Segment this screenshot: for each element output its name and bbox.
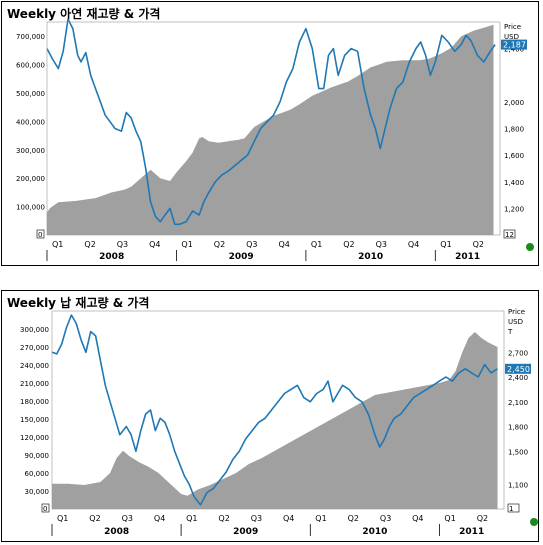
zinc-left-corner-box [36, 229, 45, 239]
zinc-left-tick-label: 700,000 [16, 33, 45, 41]
lead-quarter-label: Q4 [412, 514, 423, 523]
zinc-quarter-label: Q2 [214, 240, 225, 249]
lead-right-tick-label: 1,500 [508, 448, 528, 456]
zinc-left-tick-label: 600,000 [16, 62, 45, 70]
lead-right-axis-header: USD [508, 318, 523, 326]
zinc-left-tick-label: 300,000 [16, 147, 45, 155]
lead-left-tick-label: 210,000 [20, 380, 49, 388]
lead-right-tick-label: 1,100 [508, 481, 528, 489]
lead-left-tick-label: 30,000 [25, 488, 50, 496]
zinc-right-tick-label: 1,800 [504, 126, 524, 134]
zinc-left-tick-label: 500,000 [16, 90, 45, 98]
lead-right-axis-header: T [507, 328, 513, 336]
lead-year-label: 2010 [362, 527, 387, 537]
zinc-right-tick-label: 1,400 [504, 179, 524, 187]
lead-quarter-label: Q1 [57, 514, 68, 523]
zinc-left-tick-label: 200,000 [16, 175, 45, 183]
lead-left-tick-label: 270,000 [20, 344, 49, 352]
zinc-quarter-label: Q3 [117, 240, 128, 249]
lead-left-tick-label: 90,000 [25, 452, 50, 460]
lead-left-corner-label: 0 [43, 505, 47, 513]
lead-year-label: 2009 [233, 527, 258, 537]
lead-quarter-label: Q1 [315, 514, 326, 523]
lead-quarter-label: Q2 [89, 514, 100, 523]
lead-left-tick-label: 60,000 [25, 470, 50, 478]
zinc-right-axis-header: Price [504, 23, 521, 31]
zinc-chart-svg: 100,000 200,000 300,000 400,000 500,000 600,0… [16, 18, 534, 262]
lead-year-label: 2011 [459, 527, 484, 537]
zinc-right-corner-label: 12 [505, 231, 514, 239]
lead-left-corner-box [41, 503, 50, 513]
zinc-quarter-label: Q1 [181, 240, 192, 249]
zinc-left-tick-label: 400,000 [16, 118, 45, 126]
lead-quarter-label: Q2 [477, 514, 488, 523]
zinc-year-label: 2008 [99, 252, 124, 262]
zinc-quarter-label: Q3 [376, 240, 387, 249]
zinc-last-price-badge [501, 39, 527, 50]
zinc-year-label: 2011 [455, 252, 480, 262]
zinc-quarter-label: Q4 [149, 240, 160, 249]
zinc-quarter-label: Q2 [473, 240, 484, 249]
zinc-right-axis-header: USD [504, 33, 519, 41]
zinc-right-tick-label: 1,600 [504, 152, 524, 160]
zinc-last-price-label: 2,187 [503, 41, 526, 50]
lead-quarter-label: Q4 [154, 514, 165, 523]
lead-inventory-area [52, 332, 498, 509]
lead-right-tick-label: 2,400 [508, 374, 528, 382]
zinc-price-line [46, 18, 496, 226]
lead-right-tick-label: 2,700 [508, 349, 528, 357]
zinc-right-corner-box [503, 229, 516, 239]
lead-right-tick-label: 2,100 [508, 399, 528, 407]
lead-left-tick-label: 240,000 [20, 362, 49, 370]
lead-plot-frame [51, 310, 505, 510]
zinc-quarter-label: Q4 [279, 240, 290, 249]
zinc-quarter-label: Q1 [52, 240, 63, 249]
lead-last-price-badge [505, 363, 531, 374]
lead-price-line [51, 314, 498, 506]
lead-quarter-label: Q2 [348, 514, 359, 523]
lead-left-tick-label: 300,000 [20, 326, 49, 334]
lead-left-tick-label: 120,000 [20, 434, 49, 442]
zinc-quarter-label: Q1 [311, 240, 322, 249]
zinc-chart-title: Weekly 아연 재고량 & 가격 [7, 7, 161, 21]
lead-chart-title: Weekly 납 재고량 & 가격 [7, 296, 150, 310]
zinc-left-tick-label: 100,000 [16, 204, 45, 212]
lead-quarter-label: Q3 [251, 514, 262, 523]
zinc-quarter-label: Q2 [343, 240, 354, 249]
lead-chart-svg: 30,000 60,000 90,000 120,000 150,000 180,000 2… [20, 308, 538, 537]
zinc-right-tick-label: 1,200 [504, 205, 524, 213]
zinc-inventory-area [47, 24, 494, 235]
zinc-quarter-label: Q4 [408, 240, 419, 249]
lead-right-corner-label: 1 [509, 505, 513, 513]
lead-right-axis-header: Price [508, 308, 525, 316]
zinc-year-label: 2009 [229, 252, 254, 262]
lead-quarter-label: Q4 [283, 514, 294, 523]
lead-year-label: 2008 [104, 527, 129, 537]
zinc-plot-frame [46, 21, 501, 236]
lead-quarter-label: Q3 [380, 514, 391, 523]
zinc-quarter-label: Q3 [246, 240, 257, 249]
zinc-chart-panel: Weekly 아연 재고량 & 가격 100,000 200,000 300,000… [1, 1, 539, 266]
zinc-status-dot [526, 243, 534, 251]
lead-quarter-label: Q1 [186, 514, 197, 523]
lead-quarter-label: Q3 [122, 514, 133, 523]
lead-status-dot [530, 518, 538, 526]
zinc-quarter-label: Q2 [84, 240, 95, 249]
zinc-right-tick-label: 2,000 [504, 99, 524, 107]
zinc-left-corner-label: 0 [38, 231, 42, 239]
lead-left-tick-label: 150,000 [20, 416, 49, 424]
lead-left-tick-label: 180,000 [20, 398, 49, 406]
lead-chart-panel: Weekly 납 재고량 & 가격 30,000 60,000 90,000 120,… [1, 290, 539, 542]
lead-quarter-label: Q2 [218, 514, 229, 523]
zinc-year-label: 2010 [358, 252, 383, 262]
zinc-quarter-label: Q1 [440, 240, 451, 249]
lead-right-corner-box [507, 503, 520, 513]
lead-last-price-label: 2,450 [507, 365, 530, 374]
lead-quarter-label: Q1 [444, 514, 455, 523]
lead-right-tick-label: 1,800 [508, 424, 528, 432]
